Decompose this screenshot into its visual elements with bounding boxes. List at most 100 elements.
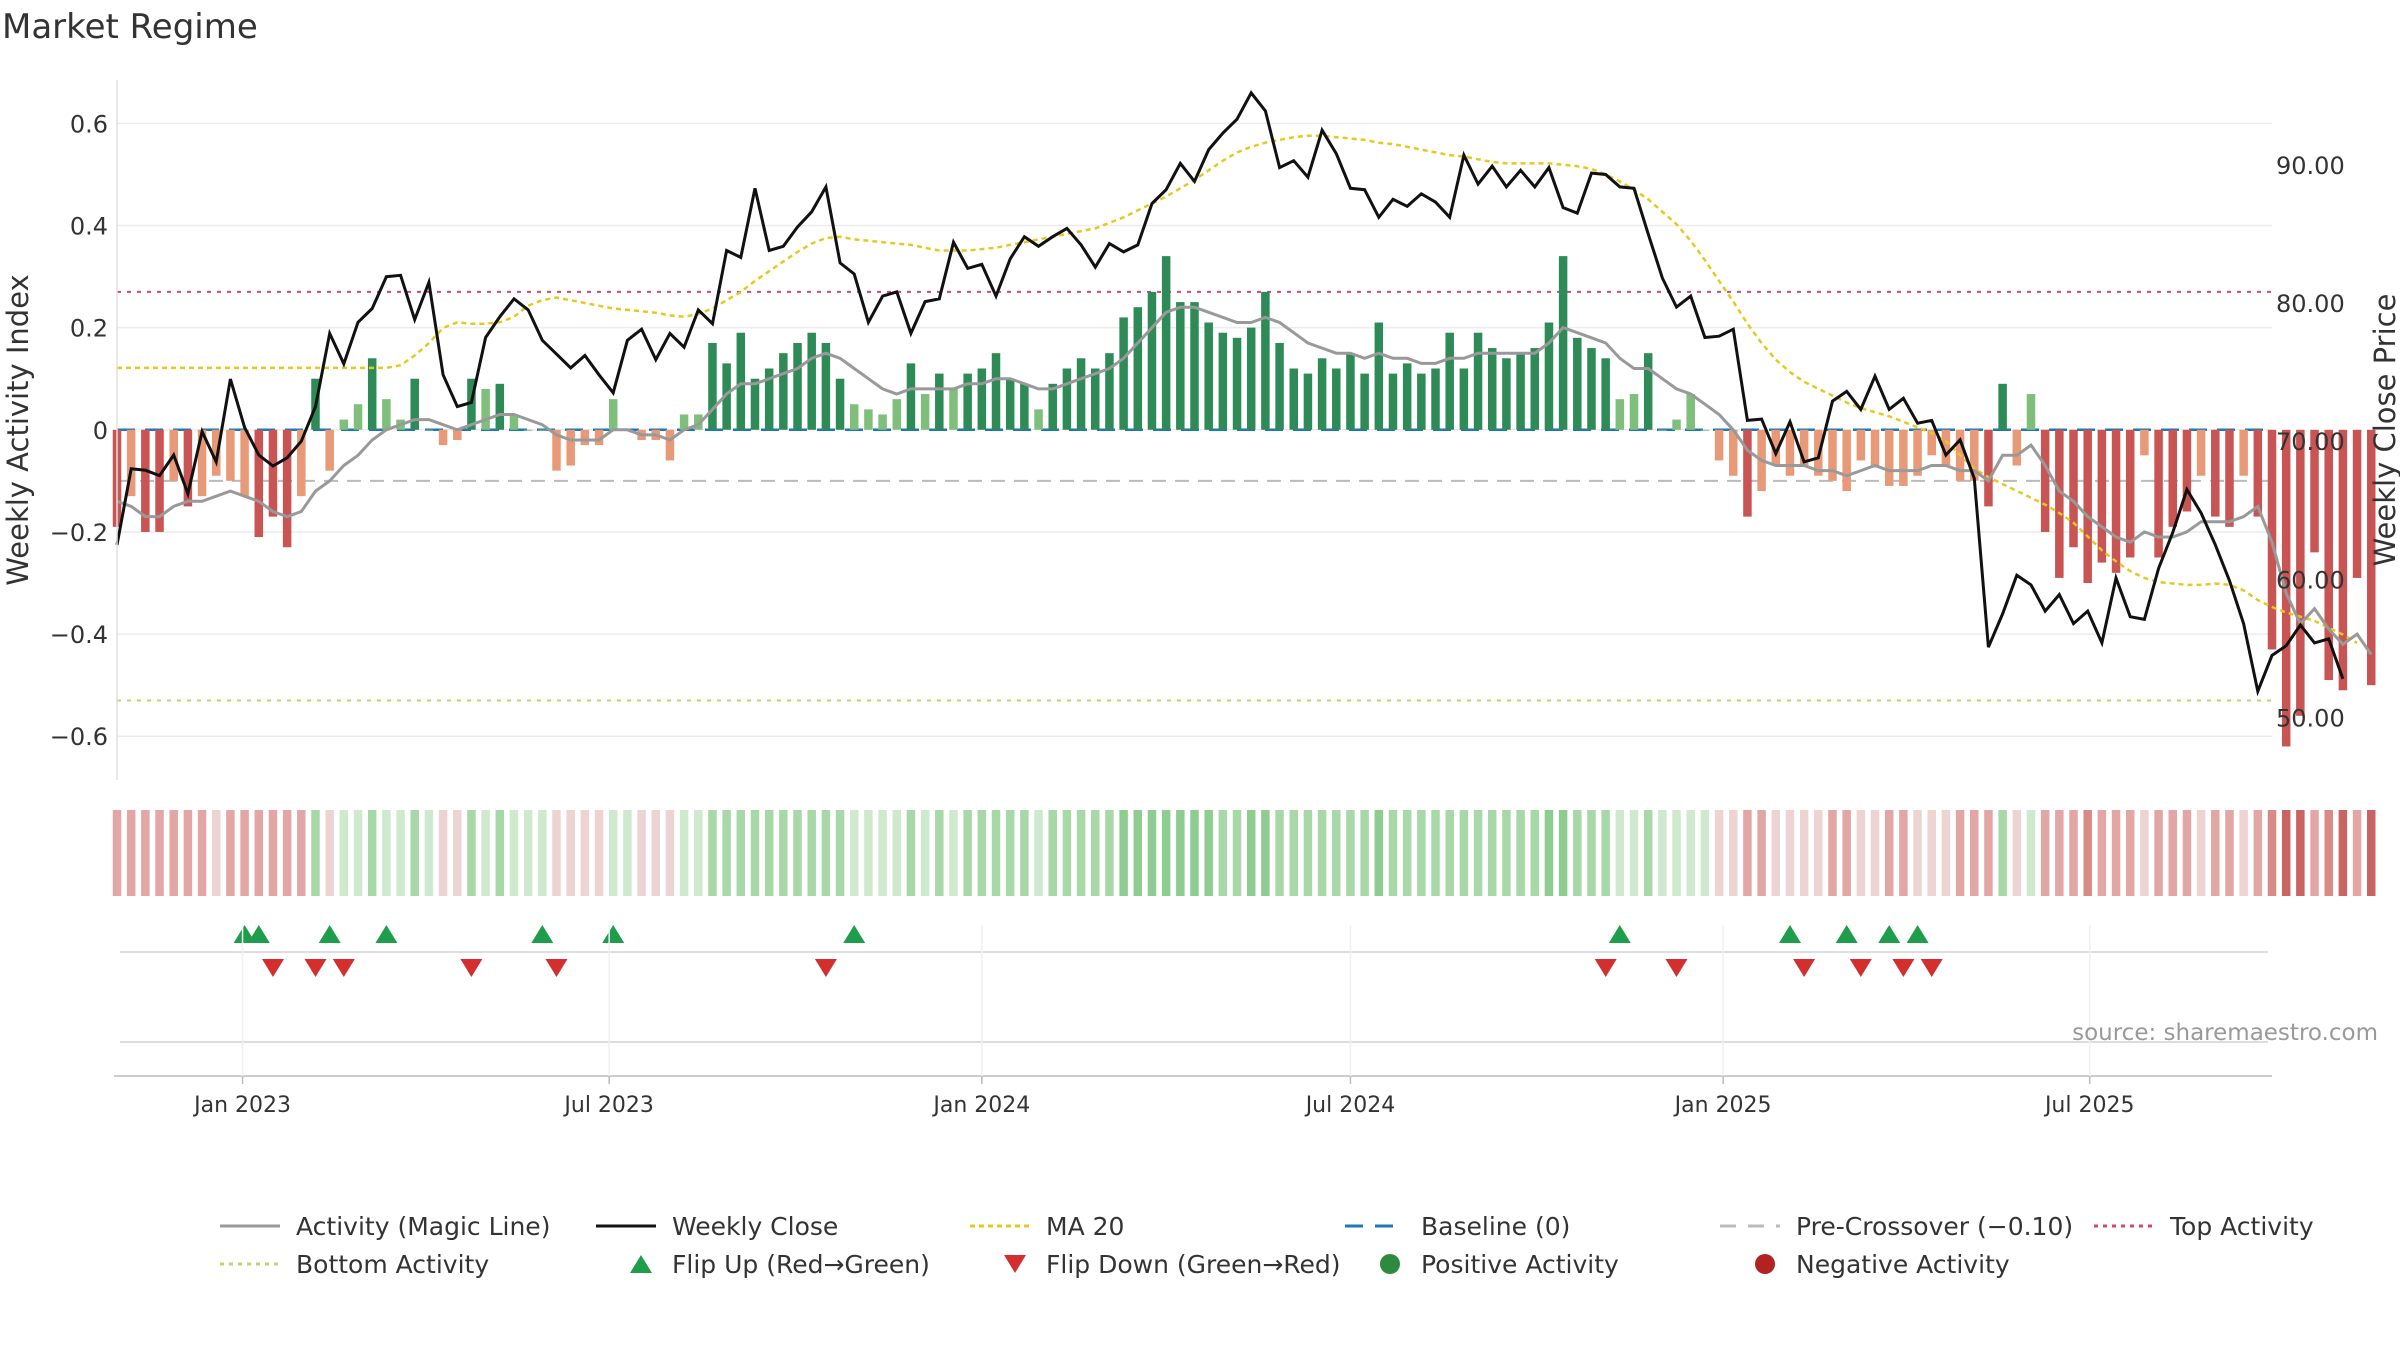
chart-title: Market Regime [2,7,258,47]
activity-bar [2111,429,2121,573]
activity-bar [1658,429,1667,431]
regime-strip-cell [1544,810,1554,896]
activity-bar [864,409,873,430]
regime-strip-cell [594,810,604,896]
activity-bar [1842,429,1851,492]
regime-strip-cell [1388,810,1398,896]
activity-bar [1615,399,1625,430]
activity-bar [495,383,505,430]
regime-strip-cell [1119,810,1128,896]
regime-strip-cell [2055,810,2064,896]
regime-strip-cell [1502,810,1511,896]
x-tick-label: Jan 2023 [192,1093,291,1118]
regime-strip-cell [1658,810,1667,896]
regime-strip-cell [1034,810,1043,896]
activity-bar [552,429,561,471]
regime-strip-cell [495,810,505,896]
activity-bar [438,429,448,446]
regime-strip-cell [1785,810,1795,896]
regime-strip-cell [750,810,760,896]
regime-strip-cell [2125,810,2135,896]
legend-label: Negative Activity [1796,1250,2010,1279]
regime-strip-cell [1615,810,1625,896]
regime-strip-cell [779,810,788,896]
activity-bar [1105,353,1114,430]
activity-bar [254,429,264,538]
regime-strip-cell [226,810,235,896]
right-tick-label: 50.00 [2276,705,2345,733]
activity-bar [2338,429,2348,691]
regime-strip-cell [1417,810,1426,896]
regime-strip-cell [1161,810,1171,896]
regime-strip-cell [580,810,590,896]
activity-bar [949,388,958,430]
activity-bar [1516,353,1525,430]
flip-down-marker [1920,959,1943,977]
left-tick-label: 0.2 [70,315,108,343]
regime-strip-cell [1005,810,1015,896]
regime-strip-cell [920,810,930,896]
regime-strip-cell [297,810,306,896]
regime-strip-cell [977,810,987,896]
activity-bar [382,399,391,430]
activity-bar [580,429,590,446]
magic-line [116,305,2373,656]
activity-bar [821,342,831,430]
activity-bar [2225,429,2234,527]
activity-bar [1091,368,1100,430]
left-tick-label: 0.4 [70,212,108,240]
activity-bar [1190,302,1199,430]
regime-strip-cell [424,810,434,896]
regime-strip-cell [552,810,561,896]
flip-down-marker [1665,959,1688,977]
flip-up-marker [233,925,256,943]
legend-label: Top Activity [2169,1212,2314,1241]
activity-bar [1941,429,1951,466]
activity-bar [793,342,802,430]
regime-strip-cell [282,810,292,896]
regime-strip-cell [1303,810,1313,896]
activity-bar [1374,322,1384,430]
activity-bar [226,429,235,481]
regime-strip-cell [197,810,207,896]
activity-bar [2154,429,2163,558]
regime-strip-cell [2253,810,2263,896]
regime-strip-cell [1643,810,1653,896]
regime-strip-cell [1587,810,1596,896]
regime-strip-cell [2352,810,2362,896]
flip-down-marker [1892,959,1915,977]
activity-bar [1558,256,1568,430]
regime-strip-cell [1601,810,1610,896]
activity-bar [1927,429,1936,456]
x-tick-label: Jul 2024 [1304,1093,1396,1118]
regime-strip-cell [892,810,902,896]
regime-strip-cell [1672,810,1681,896]
regime-strip-cell [1076,810,1086,896]
activity-bar [1913,429,1922,476]
activity-bar [977,368,987,430]
regime-strip-cell [1799,810,1809,896]
regime-strip-cell [339,810,349,896]
flip-up-marker [1779,925,1801,943]
activity-bar [141,429,150,532]
weekly-close-line [115,90,2345,697]
activity-bar [1686,394,1695,430]
activity-bar [1970,429,1979,481]
activity-bar [1346,353,1355,430]
activity-bar [1672,419,1681,430]
activity-bar [1587,348,1596,430]
regime-strip-cell [211,810,221,896]
activity-bar [2352,429,2362,578]
axes: 0.6 0.4 0.2 0 −0.2 −0.4 −0.6 90.00 80.00 70.00 60.… [50,80,2345,780]
regime-strip-cell [1899,810,1908,896]
activity-bar [2012,429,2022,466]
activity-bar [608,399,618,430]
regime-strip-cell [1870,810,1880,896]
activity-bar [665,429,675,461]
regime-strip-cell [2324,810,2333,896]
activity-bar [1232,337,1242,430]
regime-strip-cell [566,810,575,896]
activity-bar [1700,429,1710,431]
regime-strip-cell [240,810,249,896]
